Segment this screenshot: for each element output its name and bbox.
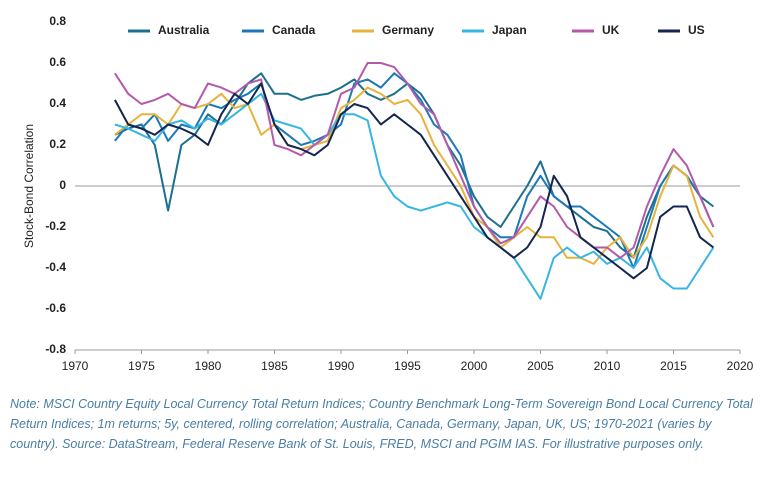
x-tick-label: 2010 <box>594 359 621 373</box>
x-tick-label: 2000 <box>461 359 488 373</box>
y-tick-label: 0.4 <box>49 96 66 110</box>
x-tick-label: 2015 <box>660 359 687 373</box>
x-tick-label: 1980 <box>195 359 222 373</box>
y-axis-label: Stock-Bond Correlation <box>22 124 36 248</box>
x-tick-label: 1970 <box>62 359 89 373</box>
x-tick-label: 1995 <box>394 359 421 373</box>
y-tick-label: 0.8 <box>49 14 66 28</box>
legend-label: US <box>688 23 705 37</box>
note: Note: MSCI Country Equity Local Currency… <box>10 397 753 451</box>
legend-label: Canada <box>272 23 316 37</box>
y-tick-label: 0.2 <box>49 137 66 151</box>
y-tick-label: -0.4 <box>45 260 66 274</box>
y-tick-label: -0.2 <box>45 219 66 233</box>
series-line <box>114 92 715 300</box>
y-tick-label: 0.6 <box>49 55 66 69</box>
x-tick-label: 2020 <box>727 359 754 373</box>
x-tick-label: 2005 <box>527 359 554 373</box>
legend-label: UK <box>602 23 620 37</box>
y-tick-label: -0.8 <box>45 342 66 356</box>
series-line <box>114 72 715 269</box>
series-line <box>114 72 715 259</box>
y-tick-label: 0 <box>59 178 66 192</box>
legend-label: Australia <box>158 23 210 37</box>
series-line <box>114 62 715 259</box>
legend-label: Germany <box>382 23 434 37</box>
series-line <box>114 86 715 265</box>
legend-label: Japan <box>492 23 527 37</box>
x-tick-label: 1975 <box>128 359 155 373</box>
chart: Stock-Bond Correlation 0.8 0.6 0.4 0.2 0 -0.2… <box>22 14 754 373</box>
series-line <box>114 82 715 280</box>
y-tick-label: -0.6 <box>45 301 66 315</box>
x-tick-label: 1990 <box>328 359 355 373</box>
x-tick-label: 1985 <box>261 359 288 373</box>
